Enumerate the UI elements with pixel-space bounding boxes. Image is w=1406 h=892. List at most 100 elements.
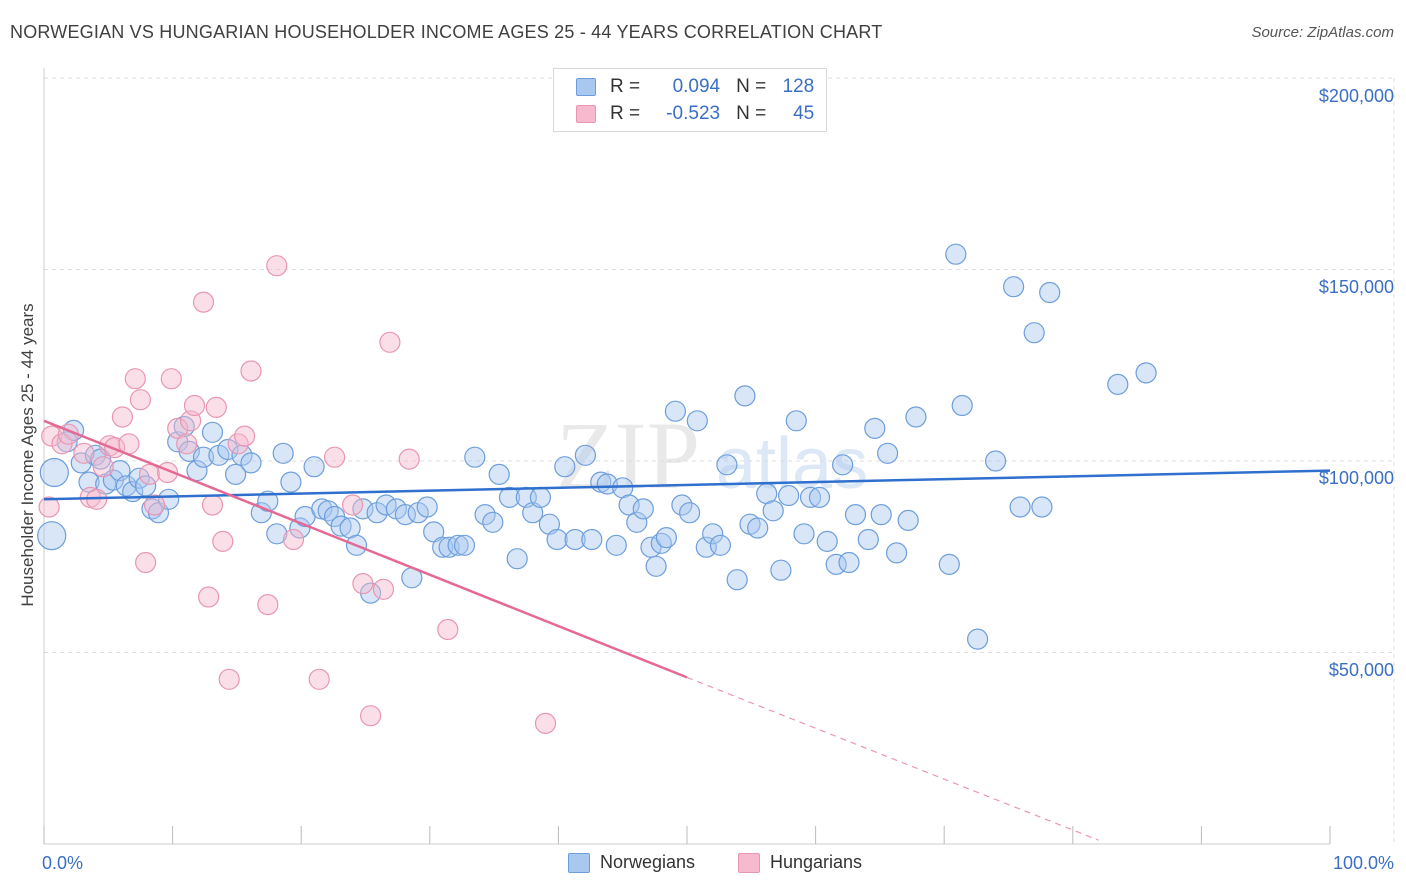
norwegian-point [747,517,769,539]
hungarian-point [135,551,157,574]
norwegian-point [438,536,460,558]
norwegian-point [876,442,899,464]
hungarian-point [398,448,420,470]
legend-r-label: R = [610,103,641,124]
norwegian-point [141,498,163,520]
norwegian-point [664,400,687,422]
norwegian-point [39,457,69,488]
legend-item-norwegians[interactable]: Norwegians [568,852,695,873]
norwegian-point [870,503,892,526]
legend-item-hungarians[interactable]: Hungarians [738,852,862,873]
norwegian-point [951,394,973,417]
correlation-legend: R = 0.094 N = 128 R = -0.523 N = 45 [553,68,827,132]
svg-text:atlas: atlas [716,424,868,504]
legend-n-label: N = [736,76,767,97]
norwegian-point [280,471,302,493]
hungarian-point [138,463,161,485]
norwegian-point [192,446,215,468]
norwegian-point [716,454,738,476]
hungarian-point [342,494,364,516]
norwegian-point [217,438,239,461]
norwegian-point [158,488,180,510]
hungarian-point [437,618,459,641]
norwegian-point [1031,496,1053,518]
hungarian-point [111,406,134,428]
norwegian-point [816,530,838,553]
norwegian-point [482,511,504,533]
hungarian-point [201,494,224,516]
norwegian-point [1039,281,1061,304]
hungarian-point [266,255,288,277]
legend-row-norwegians: R = 0.094 N = 128 [576,75,814,99]
norwegian-point [37,521,67,551]
hungarian-point [176,433,198,455]
norwegian-point [777,484,800,507]
norwegian-point [678,502,701,524]
norwegian-point [645,555,667,577]
y-tick-label: $150,000 [1318,277,1394,297]
trend-lines [43,419,1331,841]
hungarian-point [192,291,215,313]
y-tick-label: $50,000 [1328,660,1394,680]
legend-r-value: -0.523 [666,103,721,124]
legend-r-label: R = [610,76,641,97]
norwegian-point [115,475,137,497]
norwegian-point [574,444,597,466]
hungarian-point [308,668,330,690]
hungarians-swatch-icon [576,105,596,123]
norwegian-point [734,385,756,407]
norwegian-point [453,534,476,556]
hungarian-point [92,456,114,478]
norwegian-point [762,500,784,522]
norwegian-point [626,511,648,533]
norwegian-point [770,559,792,581]
norwegian-point [317,500,339,522]
norwegian-point [1107,373,1129,395]
norwegian-point [225,463,247,485]
norwegian-point [984,450,1007,472]
norwegian-point [897,509,919,532]
norwegian-point [464,446,486,468]
hungarian-point [212,530,234,553]
legend-n-label: N = [736,103,767,124]
hungarian-point [129,389,151,411]
norwegian-point [605,534,627,556]
legend-n-value: 128 [782,76,815,97]
norwegian-point [564,528,586,551]
norwegian-point [793,523,815,545]
norwegian-point [1009,496,1031,518]
axes [43,68,1331,845]
hungarian-point [218,668,240,690]
norwegian-point [726,569,748,591]
norwegian-point [474,503,496,526]
norwegians-swatch-icon [568,852,590,873]
hungarian-point [183,394,206,417]
hungarian-point [352,572,374,595]
norwegian-point [655,526,678,549]
norwegian-point [546,528,568,551]
norwegian-point [938,553,960,576]
hungarian-point [124,368,146,390]
norwegian-point [844,503,867,526]
hungarian-point [379,331,401,353]
hungarian-point [257,593,279,616]
hungarian-point [73,442,95,464]
hungarian-point [240,360,262,382]
y-tick-label: $100,000 [1318,468,1394,488]
norwegian-point [838,551,860,574]
hungarian-point [144,494,166,516]
legend-row-hungarians: R = -0.523 N = 45 [576,102,814,126]
norwegian-point [831,454,854,476]
hungarian-point [38,496,60,518]
hungarian-point [234,425,256,447]
norwegian-point [618,494,640,516]
chart-title: NORWEGIAN VS HUNGARIAN HOUSEHOLDER INCOM… [10,22,883,42]
norwegian-point [432,536,454,558]
hungarian-point [282,528,305,551]
norwegian-point [905,406,927,428]
norwegian-point [686,410,708,432]
norwegian-point [538,513,561,535]
hungarian-point [360,705,382,727]
hungarian-point [104,437,126,459]
norwegian-point [447,534,469,556]
